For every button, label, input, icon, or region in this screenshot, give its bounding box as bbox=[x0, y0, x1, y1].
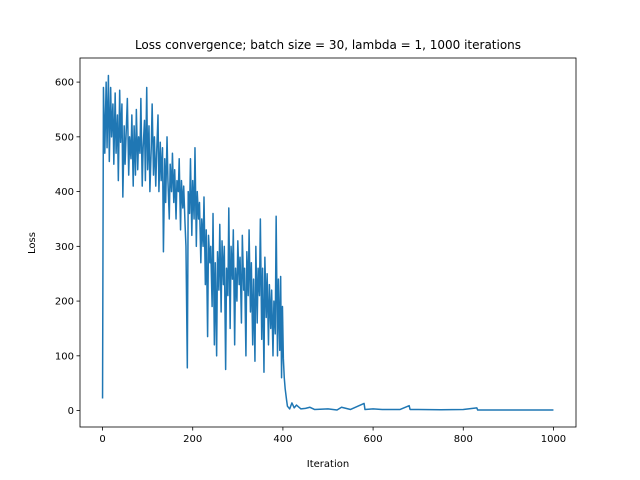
loss-line bbox=[101, 74, 554, 411]
x-axis-label: Iteration bbox=[307, 459, 349, 470]
x-tick-label: 400 bbox=[273, 434, 292, 445]
y-tick-label: 300 bbox=[55, 242, 74, 253]
x-tick-label: 1000 bbox=[541, 434, 566, 445]
y-tick-label: 0 bbox=[68, 406, 74, 417]
y-tick-label: 500 bbox=[55, 132, 74, 143]
chart-title: Loss convergence; batch size = 30, lambd… bbox=[135, 38, 521, 52]
y-tick-label: 400 bbox=[55, 187, 74, 198]
y-tick-label: 100 bbox=[55, 351, 74, 362]
x-tick-label: 0 bbox=[99, 434, 105, 445]
y-tick-label: 600 bbox=[55, 78, 74, 89]
y-axis-label: Loss bbox=[27, 232, 38, 254]
x-tick-label: 600 bbox=[364, 434, 383, 445]
y-tick-label: 200 bbox=[55, 297, 74, 308]
x-tick-label: 200 bbox=[183, 434, 202, 445]
plot-frame bbox=[79, 57, 577, 428]
x-tick-label: 800 bbox=[454, 434, 473, 445]
